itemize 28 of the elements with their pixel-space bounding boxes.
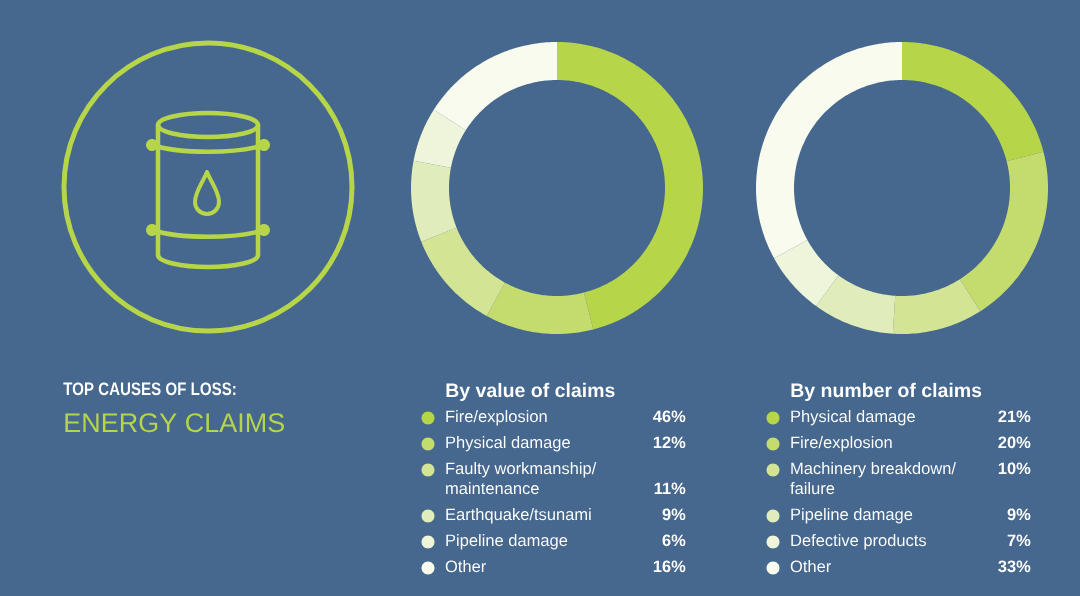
legend-label: Earthquake/tsunami xyxy=(446,508,591,524)
text: ENERGY CLAIMS xyxy=(65,413,284,433)
legend-label: Physical damage xyxy=(446,436,570,452)
data-label: 11% xyxy=(654,482,686,495)
legend-label: Fire/explosion xyxy=(791,436,892,452)
data-label: 6% xyxy=(662,534,686,547)
legend-label: Pipeline damage xyxy=(791,508,913,524)
data-label: 9% xyxy=(1007,508,1031,521)
legend-label: Other xyxy=(445,560,486,573)
text: TOP CAUSES OF LOSS: xyxy=(63,382,236,396)
data-label: 46% xyxy=(653,410,686,423)
data-label: 9% xyxy=(662,508,686,521)
legend-label: Machinery breakdown/ failure xyxy=(790,462,956,495)
legend-label: Defective products xyxy=(791,534,927,550)
legend-label: Fire/explosion xyxy=(446,410,547,426)
text: By value of claims xyxy=(446,382,615,402)
data-label: 16% xyxy=(653,560,686,573)
data-label: 12% xyxy=(653,436,686,449)
data-label: 10% xyxy=(998,462,1031,475)
data-label: 7% xyxy=(1007,534,1031,547)
legend-label: Other xyxy=(790,560,831,573)
data-label: 33% xyxy=(998,560,1031,573)
data-label: 20% xyxy=(998,436,1031,449)
legend-label: Pipeline damage xyxy=(446,534,568,550)
legend-label: Faulty workmanship/ maintenance xyxy=(446,462,597,495)
text: By number of claims xyxy=(791,382,982,402)
legend-label: Physical damage xyxy=(791,410,915,426)
data-label: 21% xyxy=(998,410,1031,423)
